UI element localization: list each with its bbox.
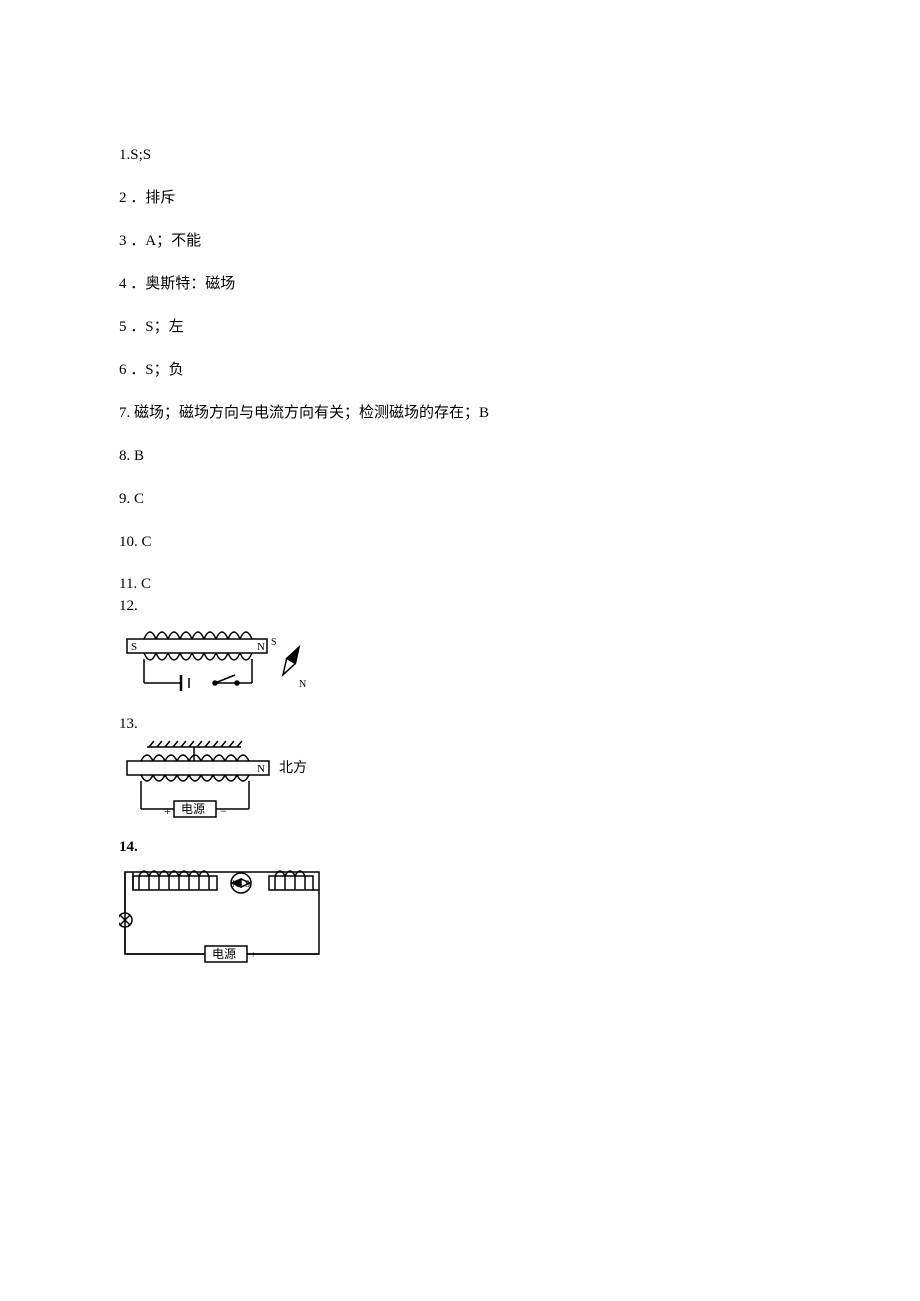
answer-7: 7. 磁场；磁场方向与电流方向有关；检测磁场的存在；B (119, 403, 920, 424)
answer-2: 2 ．排斥 (119, 188, 920, 209)
fig13-right-pole: N (257, 763, 265, 775)
fig12-right-pole: N (257, 641, 265, 653)
fig14-compass-n: N (232, 879, 239, 889)
answer-12: 12. (119, 597, 920, 615)
answer-4: 4 ．奥斯特：磁场 (119, 274, 920, 295)
answer-key-page: 1.S;S 2 ．排斥 3 ．A；不能 4 ．奥斯特：磁场 5 ．S；左 6 ．… (0, 0, 920, 968)
answer-13: 13. (119, 715, 920, 733)
answer-1: 1.S;S (119, 145, 920, 166)
fig12-left-pole: S (131, 641, 137, 653)
fig13-plus: + (164, 804, 171, 818)
fig13-minus: − (220, 804, 227, 818)
answer-10: 10. C (119, 532, 920, 553)
answer-9: 9. C (119, 489, 920, 510)
fig13-direction-label: 北方 (279, 760, 307, 776)
fig14-power-label: 电源 (212, 947, 236, 961)
figure-14: N S − + 电源 (119, 860, 327, 968)
fig13-power-label: 电源 (181, 802, 205, 816)
answer-6: 6 ．S；负 (119, 360, 920, 381)
answer-14: 14. (119, 838, 920, 856)
figure-13: N 北方 电源 + − (119, 737, 349, 832)
answer-8: 8. B (119, 446, 920, 467)
fig14-compass-s: S (245, 879, 250, 889)
answer-3: 3 ．A；不能 (119, 231, 920, 252)
figure-12: S N N S (119, 619, 320, 709)
answer-11: 11. C (119, 575, 920, 593)
fig14-plus: + (250, 949, 256, 961)
fig12-compass-s: S (271, 637, 277, 648)
fig12-compass-n: N (299, 679, 306, 690)
answer-5: 5 ．S；左 (119, 317, 920, 338)
fig14-minus: − (196, 949, 202, 961)
